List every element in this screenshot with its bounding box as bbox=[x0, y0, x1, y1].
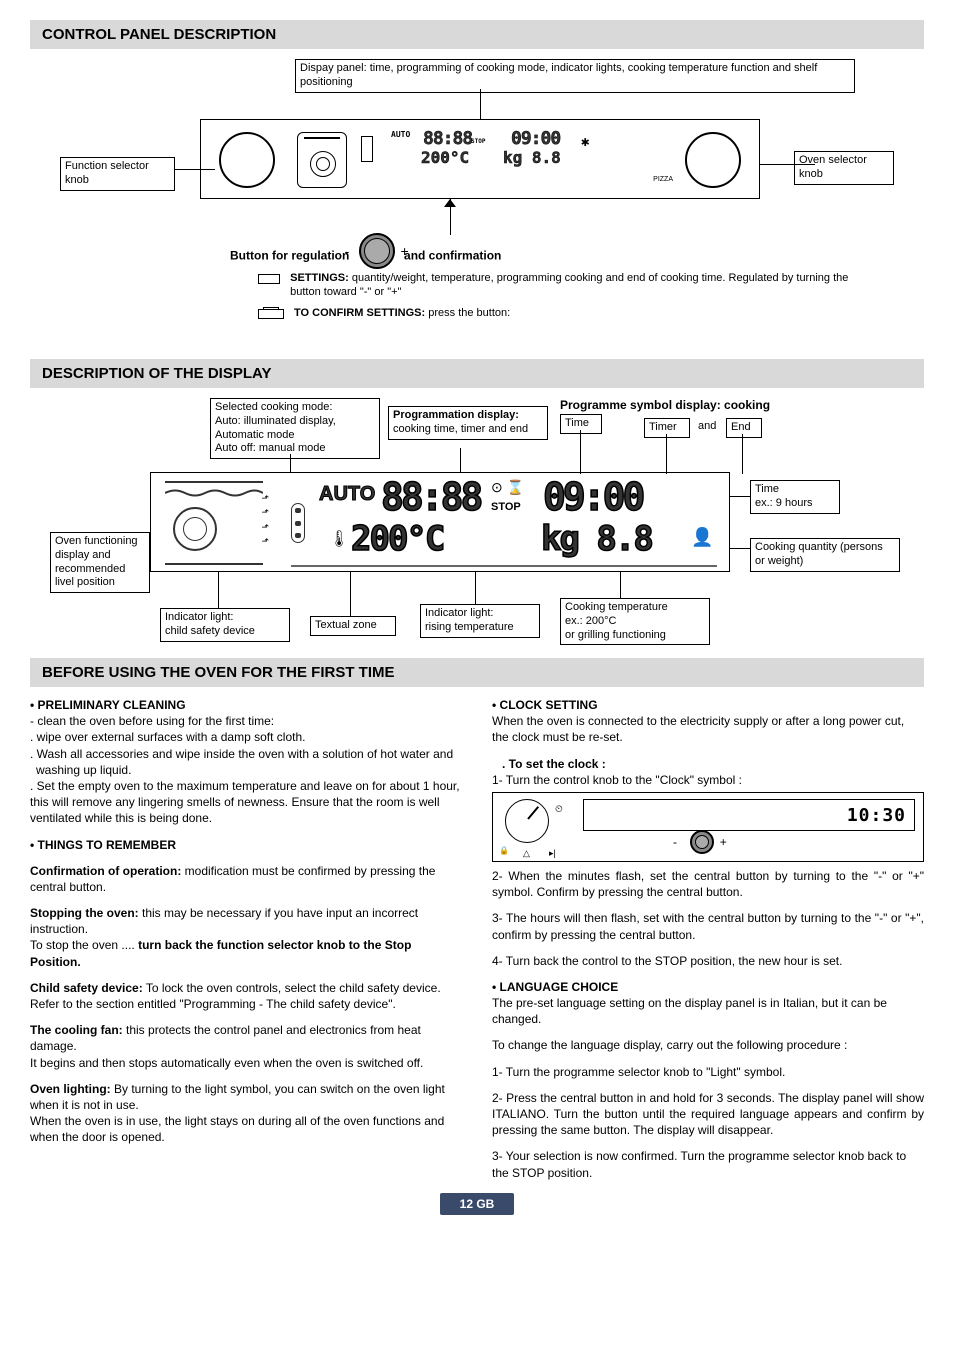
prelim-l2: . wipe over external surfaces with a dam… bbox=[30, 729, 462, 745]
and-label: and bbox=[698, 420, 716, 432]
lang-head: • LANGUAGE CHOICE bbox=[492, 979, 924, 995]
settings-label: SETTINGS: bbox=[290, 272, 349, 284]
ind-rising-box: Indicator light: rising temperature bbox=[420, 604, 540, 638]
clock-s3: 3- The hours will then flash, set with t… bbox=[492, 910, 924, 942]
fan-para: The cooling fan: this protects the contr… bbox=[30, 1022, 462, 1054]
programmation-label: Programmation display: bbox=[393, 409, 519, 421]
time-ex-box: Time ex.: 9 hours bbox=[750, 480, 840, 514]
auto-text: AUTO bbox=[319, 483, 375, 506]
lcd-display: AUTO 88:88 STOP 09:00 200°C kg 8.8 ✱ bbox=[361, 130, 621, 188]
function-knob-label: Function selector knob bbox=[60, 157, 175, 191]
right-column: • CLOCK SETTING When the oven is connect… bbox=[492, 697, 924, 1181]
clock-head: • CLOCK SETTING bbox=[492, 697, 924, 713]
confirm-para: Confirmation of operation: modification … bbox=[30, 863, 462, 895]
timer-box: Timer bbox=[644, 418, 690, 438]
ind-child-box: Indicator light: child safety device bbox=[160, 608, 290, 642]
clock-center-button bbox=[690, 830, 714, 854]
page-number: 12 GB bbox=[440, 1193, 515, 1215]
section2-title: DESCRIPTION OF THE DISPLAY bbox=[30, 359, 924, 388]
stop-line2a: To stop the oven .... bbox=[30, 938, 138, 952]
press-icon bbox=[258, 309, 284, 319]
child-b: Child safety device: bbox=[30, 981, 143, 995]
center-button-icon bbox=[359, 233, 395, 269]
set-clock-b: . To set the clock : bbox=[492, 756, 924, 772]
cook-temp-box: Cooking temperature ex.: 200°C or grilli… bbox=[560, 598, 710, 645]
prog-symbol-head: Programme symbol display: cooking bbox=[560, 398, 770, 412]
settings-row: SETTINGS: quantity/weight, temperature, … bbox=[258, 271, 854, 320]
clock-display-time: 10:30 bbox=[847, 804, 906, 828]
lcd-big: 88:88 bbox=[381, 475, 480, 519]
settings-text: quantity/weight, temperature, programmin… bbox=[290, 272, 848, 298]
cook-qty-box: Cooking quantity (persons or weight) bbox=[750, 538, 900, 572]
clock-s4: 4- Turn back the control to the STOP pos… bbox=[492, 953, 924, 969]
lcd-temp-big: 200°C bbox=[351, 519, 443, 559]
lcd-weight: kg 8.8 bbox=[503, 148, 561, 167]
button-reg-left: Button for regulation bbox=[230, 249, 349, 263]
end-box: End bbox=[726, 418, 762, 438]
lang-p2: The pre-set language setting on the disp… bbox=[492, 995, 924, 1027]
clock-s2: 2- When the minutes flash, set the centr… bbox=[492, 868, 924, 900]
lang-p5: 2- Press the central button in and hold … bbox=[492, 1090, 924, 1139]
left-column: • PRELIMINARY CLEANING - clean the oven … bbox=[30, 697, 462, 1181]
clock-figure: ⏲ 🔒 △ ▸| 10:30 - + bbox=[492, 792, 924, 862]
page-footer: 12 GB bbox=[30, 1197, 924, 1211]
clock-s1: 1- Turn the control knob to the "Clock" … bbox=[492, 772, 924, 788]
two-column-body: • PRELIMINARY CLEANING - clean the oven … bbox=[30, 697, 924, 1181]
lang-p6: 3- Your selection is now confirmed. Turn… bbox=[492, 1148, 924, 1180]
lcd-temp: 200°C bbox=[421, 148, 469, 167]
prelim-l4: . Set the empty oven to the maximum temp… bbox=[30, 778, 462, 827]
stop-b: Stopping the oven: bbox=[30, 906, 139, 920]
light-b: Oven lighting: bbox=[30, 1082, 111, 1096]
display-caption-box: Dispay panel: time, programming of cooki… bbox=[295, 59, 855, 93]
textual-box: Textual zone bbox=[310, 616, 396, 636]
cooking-mode-box: Selected cooking mode: Auto: illuminated… bbox=[210, 398, 380, 459]
clock-p1: When the oven is connected to the electr… bbox=[492, 713, 924, 745]
programmation-sub: cooking time, timer and end bbox=[393, 423, 528, 435]
lcd-main-time: 88:88 bbox=[423, 128, 472, 149]
lcd-kg-big: kg 8.8 bbox=[541, 519, 652, 559]
stop-text: STOP bbox=[491, 501, 521, 513]
time-box: Time bbox=[560, 414, 602, 434]
confirm-text: press the button: bbox=[425, 307, 510, 319]
display-figure: Selected cooking mode: Auto: illuminated… bbox=[30, 398, 924, 658]
prelim-l1: - clean the oven before using for the fi… bbox=[30, 713, 462, 729]
button-reg-right: and confirmation bbox=[404, 249, 501, 263]
oven-knob-label: Oven selector knob bbox=[794, 151, 894, 185]
function-knob[interactable] bbox=[219, 132, 275, 191]
fan-para2: It begins and then stops automatically e… bbox=[30, 1055, 462, 1071]
confirm-label: TO CONFIRM SETTINGS: bbox=[294, 307, 425, 319]
minus-plus-icon bbox=[258, 274, 280, 284]
prelim-l3: . Wash all accessories and wipe inside t… bbox=[30, 746, 462, 778]
prelim-head: • PRELIMINARY CLEANING bbox=[30, 697, 462, 713]
light-para: Oven lighting: By turning to the light s… bbox=[30, 1081, 462, 1113]
booster-icon bbox=[291, 503, 305, 543]
big-display: ⬏⬏⬏⬏ AUTO 88:88 STOP ⊙ ⌛ 09:00 200°C 🌡 bbox=[150, 472, 730, 572]
child-para: Child safety device: To lock the oven co… bbox=[30, 980, 462, 1012]
lcd-auto: AUTO bbox=[391, 130, 410, 139]
fan-b: The cooling fan: bbox=[30, 1023, 123, 1037]
things-head: • THINGS TO REMEMBER bbox=[30, 837, 462, 853]
oven-func-box: Oven functioning display and recommended… bbox=[50, 532, 150, 593]
oven-func-icons: ⬏⬏⬏⬏ bbox=[159, 481, 269, 565]
lcd-clock: 09:00 bbox=[511, 128, 560, 149]
oven-knob[interactable] bbox=[685, 132, 741, 191]
lang-p4: 1- Turn the programme selector knob to "… bbox=[492, 1064, 924, 1080]
control-panel-figure: Dispay panel: time, programming of cooki… bbox=[30, 59, 924, 349]
section1-title: CONTROL PANEL DESCRIPTION bbox=[30, 20, 924, 49]
stop-para: Stopping the oven: this may be necessary… bbox=[30, 905, 462, 937]
pizza-label: PIZZA bbox=[653, 176, 673, 183]
programmation-box: Programmation display: cooking time, tim… bbox=[388, 406, 548, 440]
confirm-b: Confirmation of operation: bbox=[30, 864, 181, 878]
panel-body: AUTO 88:88 STOP 09:00 200°C kg 8.8 ✱ PIZ… bbox=[200, 119, 760, 199]
lcd-stop: STOP bbox=[471, 138, 485, 145]
light-para2: When the oven is in use, the light stays… bbox=[30, 1113, 462, 1145]
stop-para2: To stop the oven .... turn back the func… bbox=[30, 937, 462, 969]
lang-p3: To change the language display, carry ou… bbox=[492, 1037, 924, 1053]
section3-title: BEFORE USING THE OVEN FOR THE FIRST TIME bbox=[30, 658, 924, 687]
lcd-time-big: 09:00 bbox=[543, 475, 642, 519]
mode-icon-panel bbox=[297, 132, 347, 188]
